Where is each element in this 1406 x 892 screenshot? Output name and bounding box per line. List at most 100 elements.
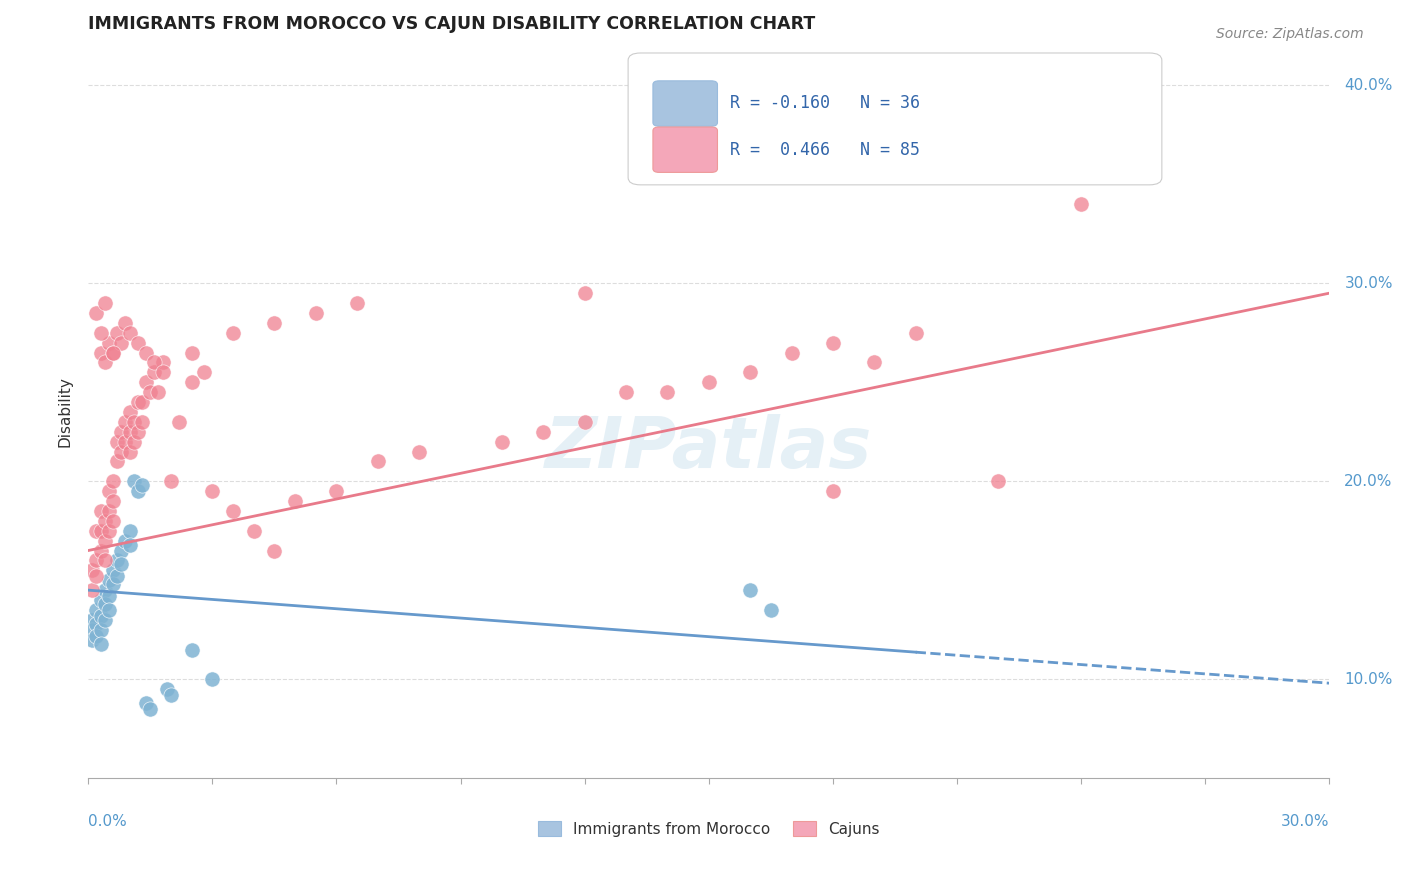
Point	[821, 484, 844, 499]
Point	[93, 613, 115, 627]
Point	[97, 589, 120, 603]
FancyBboxPatch shape	[652, 81, 717, 127]
Point	[114, 316, 136, 330]
Point	[101, 563, 124, 577]
Point	[135, 696, 157, 710]
Point	[90, 504, 112, 518]
Point	[367, 454, 389, 468]
Point	[101, 345, 124, 359]
Point	[90, 593, 112, 607]
Point	[740, 365, 762, 379]
Point	[167, 415, 190, 429]
Point	[93, 533, 115, 548]
Point	[110, 444, 132, 458]
Point	[86, 553, 108, 567]
Point	[263, 543, 285, 558]
Point	[160, 688, 183, 702]
Point	[93, 296, 115, 310]
Text: 10.0%: 10.0%	[1344, 672, 1393, 687]
Point	[114, 533, 136, 548]
Point	[118, 538, 141, 552]
Point	[657, 385, 679, 400]
Point	[614, 385, 637, 400]
Point	[97, 335, 120, 350]
Point	[118, 524, 141, 538]
Point	[152, 355, 174, 369]
Point	[90, 623, 112, 637]
Point	[131, 415, 153, 429]
Point	[93, 355, 115, 369]
Point	[127, 484, 149, 499]
Point	[101, 514, 124, 528]
Text: Source: ZipAtlas.com: Source: ZipAtlas.com	[1216, 27, 1364, 41]
Point	[759, 603, 782, 617]
Point	[105, 326, 128, 340]
Point	[101, 345, 124, 359]
Point	[93, 514, 115, 528]
Point	[86, 524, 108, 538]
Point	[105, 553, 128, 567]
Point	[491, 434, 513, 449]
Point	[82, 563, 104, 577]
Point	[135, 345, 157, 359]
Point	[86, 306, 108, 320]
Point	[201, 484, 224, 499]
Point	[531, 425, 554, 439]
Point	[101, 475, 124, 489]
Point	[114, 434, 136, 449]
Point	[110, 558, 132, 572]
Point	[97, 573, 120, 587]
Point	[101, 494, 124, 508]
Point	[325, 484, 347, 499]
Point	[86, 603, 108, 617]
Point	[135, 376, 157, 390]
Point	[821, 335, 844, 350]
Point	[148, 385, 170, 400]
Point	[118, 444, 141, 458]
FancyBboxPatch shape	[628, 53, 1161, 185]
Point	[90, 543, 112, 558]
Text: 0.0%: 0.0%	[89, 814, 127, 829]
Point	[90, 326, 112, 340]
Point	[408, 444, 430, 458]
Point	[118, 405, 141, 419]
Point	[740, 583, 762, 598]
Point	[904, 326, 927, 340]
Point	[780, 345, 803, 359]
Point	[90, 608, 112, 623]
Point	[97, 524, 120, 538]
Point	[139, 385, 162, 400]
Point	[152, 365, 174, 379]
Point	[86, 569, 108, 583]
Point	[305, 306, 328, 320]
Point	[90, 524, 112, 538]
Point	[143, 355, 166, 369]
Point	[139, 702, 162, 716]
Point	[201, 672, 224, 686]
Point	[131, 395, 153, 409]
Point	[284, 494, 307, 508]
Point	[110, 543, 132, 558]
Text: IMMIGRANTS FROM MOROCCO VS CAJUN DISABILITY CORRELATION CHART: IMMIGRANTS FROM MOROCCO VS CAJUN DISABIL…	[89, 15, 815, 33]
Point	[143, 365, 166, 379]
Point	[90, 345, 112, 359]
Point	[93, 583, 115, 598]
Point	[105, 434, 128, 449]
Point	[1070, 197, 1092, 211]
Point	[97, 484, 120, 499]
Point	[122, 475, 145, 489]
Point	[93, 597, 115, 611]
Point	[86, 616, 108, 631]
Point	[222, 504, 245, 518]
Point	[105, 569, 128, 583]
Point	[346, 296, 368, 310]
Point	[127, 425, 149, 439]
Text: R =  0.466   N = 85: R = 0.466 N = 85	[730, 141, 920, 159]
Point	[180, 642, 202, 657]
Point	[863, 355, 886, 369]
Point	[180, 376, 202, 390]
Point	[82, 632, 104, 647]
Point	[127, 335, 149, 350]
Point	[82, 623, 104, 637]
Point	[97, 603, 120, 617]
